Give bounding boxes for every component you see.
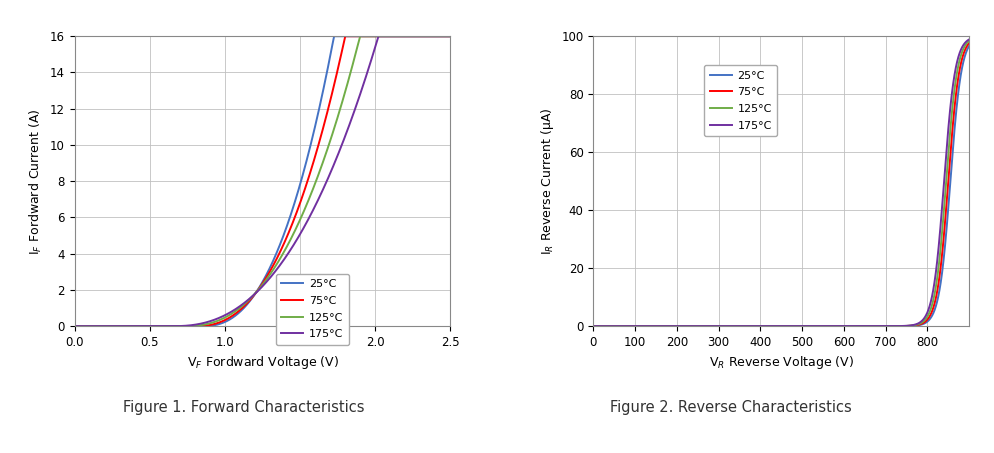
Line: 75°C: 75°C: [75, 36, 450, 326]
125°C: [134, 323, 146, 329]
75°C: [229, 311, 241, 317]
175°C: [897, 323, 909, 329]
125°C: [656, 323, 668, 329]
25°C: [397, 34, 409, 39]
25°C: [813, 323, 825, 329]
125°C: [397, 34, 409, 39]
75°C: [963, 40, 975, 46]
175°C: [229, 307, 241, 312]
125°C: [868, 323, 880, 329]
25°C: [656, 323, 668, 329]
175°C: [444, 34, 456, 39]
125°C: [731, 323, 743, 329]
25°C: [444, 34, 456, 39]
175°C: [111, 323, 123, 329]
75°C: [444, 34, 456, 39]
Legend: 25°C, 75°C, 125°C, 175°C: 25°C, 75°C, 125°C, 175°C: [704, 65, 777, 136]
75°C: [731, 323, 743, 329]
75°C: [587, 323, 599, 329]
75°C: [897, 323, 909, 329]
75°C: [832, 323, 844, 329]
Line: 175°C: 175°C: [593, 39, 969, 326]
Line: 125°C: 125°C: [593, 41, 969, 326]
175°C: [397, 34, 409, 39]
175°C: [69, 323, 81, 329]
75°C: [339, 34, 351, 39]
Y-axis label: I$_F$ Fordward Current (A): I$_F$ Fordward Current (A): [28, 108, 45, 255]
X-axis label: V$_R$ Reverse Voltage (V): V$_R$ Reverse Voltage (V): [709, 354, 854, 371]
Line: 175°C: 175°C: [75, 36, 450, 326]
25°C: [134, 323, 146, 329]
75°C: [111, 323, 123, 329]
75°C: [397, 34, 409, 39]
175°C: [373, 34, 385, 39]
175°C: [656, 323, 668, 329]
175°C: [587, 323, 599, 329]
125°C: [213, 318, 225, 323]
25°C: [963, 43, 975, 48]
175°C: [134, 323, 146, 329]
175°C: [832, 323, 844, 329]
125°C: [813, 323, 825, 329]
175°C: [731, 323, 743, 329]
Y-axis label: I$_R$ Reverse Current (μA): I$_R$ Reverse Current (μA): [539, 107, 556, 255]
25°C: [731, 323, 743, 329]
75°C: [134, 323, 146, 329]
Text: Figure 1. Forward Characteristics: Figure 1. Forward Characteristics: [123, 400, 364, 415]
125°C: [587, 323, 599, 329]
125°C: [437, 34, 449, 39]
25°C: [832, 323, 844, 329]
75°C: [69, 323, 81, 329]
25°C: [69, 323, 81, 329]
125°C: [69, 323, 81, 329]
125°C: [354, 34, 366, 39]
175°C: [868, 323, 880, 329]
75°C: [868, 323, 880, 329]
25°C: [868, 323, 880, 329]
175°C: [813, 323, 825, 329]
125°C: [229, 309, 241, 314]
125°C: [444, 34, 456, 39]
25°C: [897, 323, 909, 329]
Legend: 25°C, 75°C, 125°C, 175°C: 25°C, 75°C, 125°C, 175°C: [275, 274, 349, 345]
175°C: [437, 34, 449, 39]
175°C: [963, 37, 975, 42]
25°C: [587, 323, 599, 329]
25°C: [213, 322, 225, 327]
75°C: [437, 34, 449, 39]
75°C: [213, 320, 225, 325]
Line: 25°C: 25°C: [593, 46, 969, 326]
Line: 125°C: 125°C: [75, 36, 450, 326]
75°C: [813, 323, 825, 329]
25°C: [229, 313, 241, 319]
125°C: [897, 323, 909, 329]
125°C: [832, 323, 844, 329]
75°C: [656, 323, 668, 329]
25°C: [328, 34, 340, 39]
125°C: [111, 323, 123, 329]
X-axis label: V$_F$ Fordward Voltage (V): V$_F$ Fordward Voltage (V): [187, 354, 339, 371]
125°C: [963, 38, 975, 43]
Line: 25°C: 25°C: [75, 36, 450, 326]
25°C: [437, 34, 449, 39]
Line: 75°C: 75°C: [593, 43, 969, 326]
Text: Figure 2. Reverse Characteristics: Figure 2. Reverse Characteristics: [609, 400, 852, 415]
175°C: [213, 315, 225, 321]
25°C: [111, 323, 123, 329]
